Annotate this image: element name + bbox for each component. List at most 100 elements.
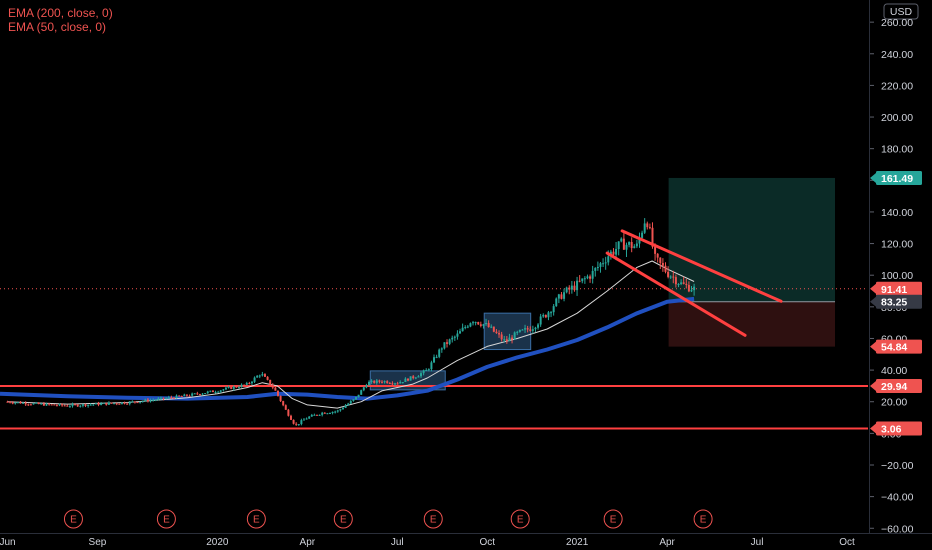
price-badge-bg — [876, 421, 922, 436]
earnings-marker[interactable]: E — [603, 509, 623, 529]
price-badge-arrow — [870, 283, 876, 294]
earnings-marker[interactable]: E — [510, 509, 530, 529]
candle — [664, 262, 667, 274]
candle-body — [118, 403, 121, 405]
earnings-marker[interactable]: E — [423, 509, 443, 529]
candle-body — [178, 395, 181, 397]
candle-body — [654, 246, 657, 254]
candle — [690, 286, 693, 293]
candle — [196, 391, 199, 396]
candle — [498, 330, 501, 338]
candle — [375, 378, 378, 385]
price-tick-label: 120.00 — [881, 239, 913, 251]
candle-body — [237, 387, 240, 389]
candle — [557, 293, 560, 304]
candle — [560, 292, 563, 300]
candle-body — [100, 403, 103, 405]
earnings-marker[interactable]: E — [63, 509, 83, 529]
candle-body — [313, 414, 316, 416]
earnings-circle — [156, 509, 176, 529]
candle — [11, 401, 14, 405]
candle-body — [539, 316, 542, 325]
earnings-circle — [246, 509, 266, 529]
earnings-marker[interactable]: E — [333, 509, 353, 529]
candle-body — [352, 399, 355, 401]
candle-body — [37, 402, 40, 405]
candle-body — [412, 376, 415, 379]
price-badge: 83.25 — [870, 294, 922, 309]
candle-body — [693, 286, 696, 291]
channel-line-1[interactable] — [620, 229, 783, 303]
earnings-marker[interactable]: E — [693, 509, 713, 529]
earnings-label: E — [70, 515, 77, 526]
candle — [383, 380, 386, 384]
candle-body — [68, 406, 71, 408]
candle-body — [427, 369, 430, 371]
candle — [354, 396, 357, 400]
candle — [412, 375, 415, 380]
indicator-legend: EMA (200, close, 0) EMA (50, close, 0) — [8, 6, 113, 34]
earnings-label: E — [610, 515, 617, 526]
price-badge-label: 161.49 — [881, 173, 913, 185]
candle — [87, 404, 90, 408]
candle-body — [589, 276, 592, 279]
candle — [201, 392, 204, 396]
candle-body — [578, 280, 581, 282]
candle — [159, 396, 162, 400]
candle — [453, 335, 456, 341]
price-tick-label: 260.00 — [881, 17, 913, 29]
price-badge-bg — [876, 170, 922, 185]
price-axis[interactable]: USD — [869, 0, 919, 533]
target-zone[interactable] — [668, 177, 836, 302]
legend-ema50[interactable]: EMA (50, close, 0) — [8, 20, 107, 34]
earnings-marker[interactable]: E — [156, 509, 176, 529]
candle-body — [407, 378, 410, 381]
candle — [149, 398, 152, 403]
candle — [589, 274, 592, 283]
candle — [248, 381, 251, 385]
candle — [261, 371, 264, 377]
candle — [513, 331, 516, 340]
candle — [170, 395, 173, 399]
candle-body — [14, 402, 17, 404]
time-tick-label: Jun — [0, 537, 16, 548]
candle — [16, 402, 19, 404]
candle — [531, 325, 534, 334]
channel-lines[interactable] — [605, 229, 783, 337]
candle-body — [297, 424, 300, 426]
candle-body — [391, 383, 394, 385]
stop-zone[interactable] — [668, 301, 836, 347]
candle-body — [451, 337, 454, 340]
candle — [485, 318, 488, 326]
price-badge-arrow — [870, 381, 876, 392]
candle-body — [573, 285, 576, 291]
candle — [516, 330, 519, 336]
candle-body — [214, 391, 217, 393]
legend-ema200[interactable]: EMA (200, close, 0) — [8, 6, 113, 20]
candle — [529, 326, 532, 332]
candle — [435, 354, 438, 359]
candle — [204, 392, 207, 395]
earnings-label: E — [340, 515, 347, 526]
earnings-marker[interactable]: E — [246, 509, 266, 529]
candle — [524, 324, 527, 333]
candle-body — [209, 390, 212, 392]
candle — [315, 414, 318, 416]
candle-body — [461, 327, 464, 332]
candle — [243, 384, 246, 387]
candle-body — [544, 314, 547, 318]
candle — [344, 404, 347, 409]
consolidation-box-2[interactable] — [483, 312, 532, 351]
candle — [100, 401, 103, 406]
currency-box[interactable] — [883, 3, 919, 20]
candle — [162, 397, 165, 401]
candle-body — [141, 401, 144, 403]
candle — [336, 409, 339, 413]
candle-body — [576, 280, 579, 291]
candle-body — [591, 270, 594, 279]
channel-line-2[interactable] — [605, 251, 747, 337]
candle-body — [638, 237, 641, 244]
